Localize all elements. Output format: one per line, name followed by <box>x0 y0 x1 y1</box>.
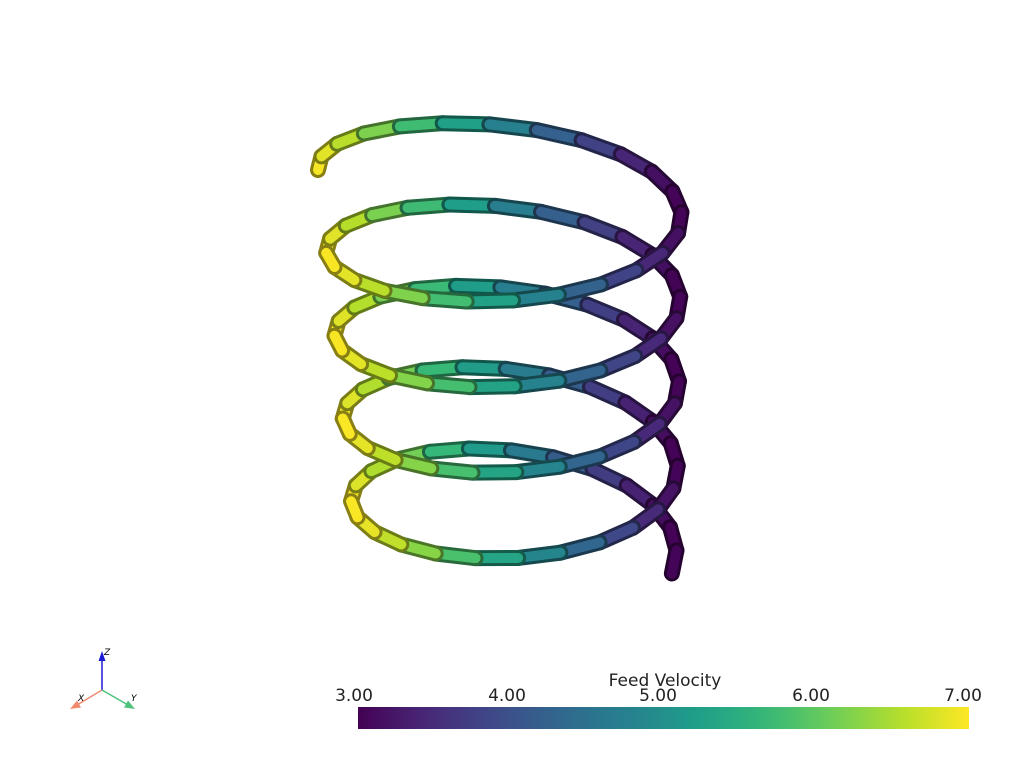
helix-tube-segment <box>321 247 340 273</box>
helix-tube-segment <box>666 545 682 579</box>
scalar-bar-tick-4: 4.00 <box>488 686 526 706</box>
y-axis-arrow-icon <box>124 700 135 709</box>
x-axis-label: X <box>77 694 85 704</box>
scalar-bar-tick-7: 7.00 <box>944 686 982 706</box>
x-axis-line <box>76 689 103 706</box>
z-axis-label: Z <box>103 648 111 658</box>
scalar-bar-tick-5: 5.00 <box>639 686 677 706</box>
x-axis-arrow-icon <box>70 700 81 709</box>
scalar-bar-tick-6: 6.00 <box>792 686 830 706</box>
y-axis-line <box>101 689 129 706</box>
helix-tube-segment <box>329 330 348 356</box>
scalar-bar-tick-3: 3.00 <box>335 686 373 706</box>
helix-tube-segment <box>337 413 355 439</box>
scalar-bar-title: Feed Velocity <box>609 671 722 691</box>
helix-tube-segment <box>346 496 363 523</box>
scalar-bar: Feed Velocity 3.00 4.00 5.00 6.00 7.00 <box>335 671 982 729</box>
helix-tube <box>310 115 690 582</box>
y-axis-label: Y <box>131 694 138 704</box>
scalar-bar-colorbar <box>358 707 969 729</box>
orientation-axes-widget: Z X Y <box>70 648 138 709</box>
z-axis-arrow-icon <box>98 651 106 661</box>
